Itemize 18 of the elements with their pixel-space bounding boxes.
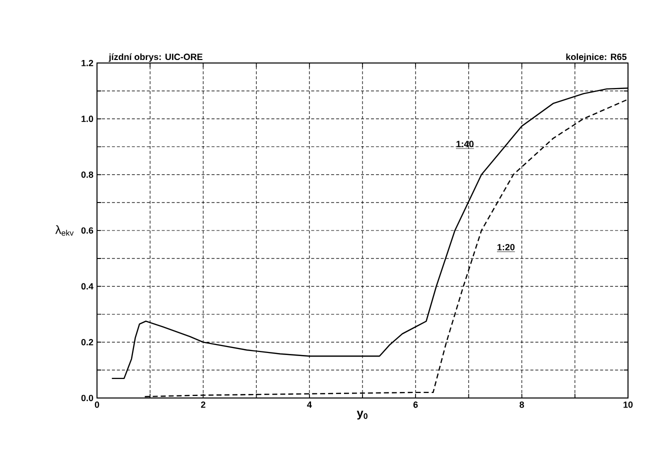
y-tick-label: 0.2	[81, 338, 94, 346]
x-tick-label: 2	[201, 402, 206, 408]
x-tick-label: 4	[307, 402, 312, 408]
y-tick-label: 0.6	[81, 227, 94, 234]
x-tick-label: 6	[413, 402, 418, 408]
x-tick-label: 8	[520, 402, 524, 408]
x-axis-title: y$_{0}$	[356, 410, 368, 420]
chart-title: jízdní obrys: UIC-ORE	[108, 53, 202, 62]
y-tick-label: 1.0	[82, 116, 94, 122]
y-tick-label: 0.4	[81, 283, 94, 290]
y-axis-title: λ$_{ekv}$	[55, 225, 74, 236]
y-tick-label: 1.2	[82, 60, 94, 66]
x-tick-label: 0	[94, 402, 100, 408]
text: 1:20	[498, 244, 515, 250]
y-tick-label: 0.8	[81, 171, 94, 178]
x-tick-label: 10	[624, 402, 633, 408]
chart-subtitle: kolejnice: R65	[566, 53, 627, 62]
y-tick-label: 0.0	[81, 394, 94, 402]
